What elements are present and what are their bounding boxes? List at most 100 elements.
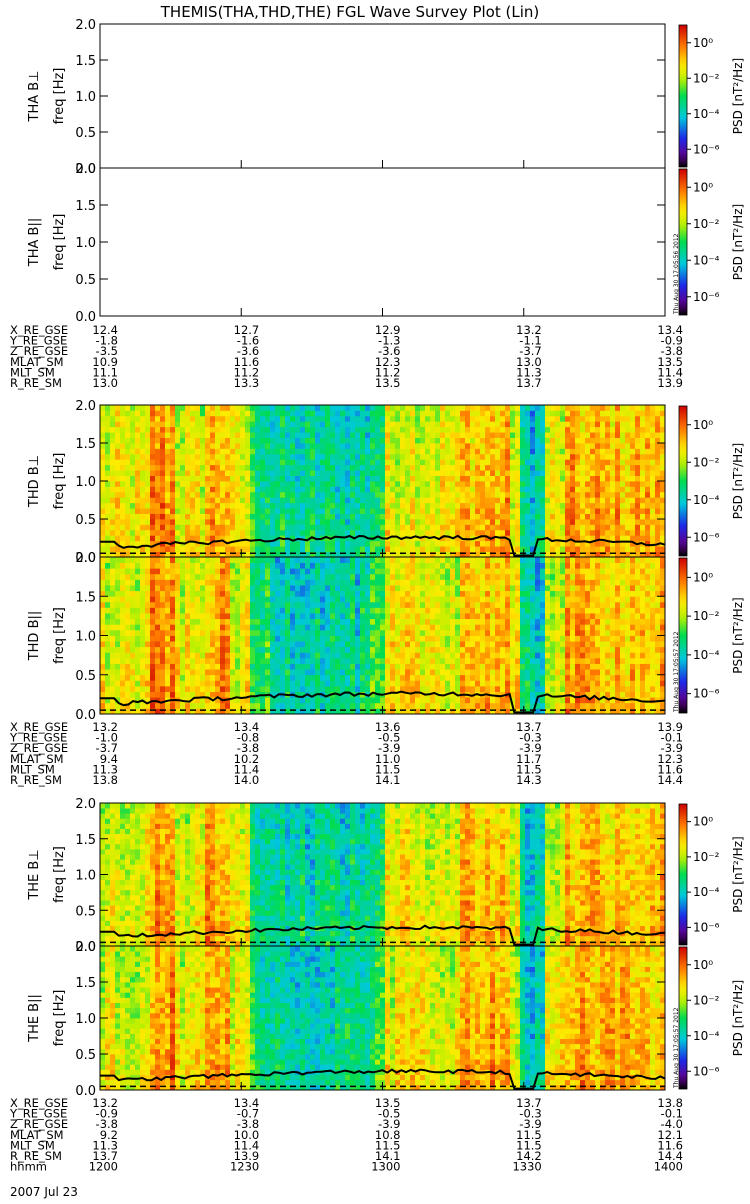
spectrogram-heatmap [100,946,665,1090]
ephemeris-row-label: R_RE_SM [10,773,62,787]
ephemeris-value: 13.3 [234,376,260,390]
colorbar-tick-label: 10⁻² [693,850,720,864]
colorbar-tick-label: 10⁻⁶ [693,530,720,544]
date-label: 2007 Jul 23 [10,1185,78,1199]
colorbar-label: PSD [nT²/Hz] [731,204,745,280]
colorbar-tick-label: 10⁻⁴ [693,648,720,662]
panel-frame [100,24,665,168]
y-tick-label: 1.5 [75,590,96,605]
ephemeris-value: 14.3 [516,773,542,787]
colorbar-label: PSD [nT²/Hz] [731,836,745,912]
y-tick-label: 1.5 [75,199,96,214]
spectrogram-heatmap [100,557,665,714]
colorbar-tick-label: 10⁻² [693,217,720,231]
y-tick-label: 1.0 [75,90,96,105]
y-tick-label: 1.0 [75,869,96,884]
panel-name-label: THA B⊥ [27,71,42,123]
colorbar-tick-label: 10⁻² [693,609,720,623]
figure-title: THEMIS(THA,THD,THE) FGL Wave Survey Plot… [160,3,539,21]
colorbar-gradient [679,25,687,167]
colorbar-tick-label: 10⁻⁶ [693,920,720,934]
y-tick-label: 2.0 [75,162,96,177]
colorbar: 10⁰ 10⁻² 10⁻⁴ 10⁻⁶ PSD [nT²/Hz] [679,804,745,945]
y-tick-label: 1.0 [75,1012,96,1027]
y-tick-label: 2.0 [75,940,96,955]
panel-frame [100,168,665,316]
y-tick-label: 0.5 [75,904,96,919]
panel-axis-label: freq [Hz] [52,846,67,903]
colorbar-label: PSD [nT²/Hz] [731,58,745,134]
panel-name-label: THD B|| [27,611,42,662]
y-tick-label: 1.0 [75,630,96,645]
ephemeris-value: 1200 [89,1160,118,1174]
colorbar-tick-label: 10⁻² [693,71,720,85]
y-tick-label: 0.5 [75,1048,96,1063]
ephemeris-value: 1330 [512,1160,541,1174]
colorbar-tick-label: 10⁰ [693,815,713,829]
colorbar-label: PSD [nT²/Hz] [731,597,745,673]
colorbar-label: PSD [nT²/Hz] [731,443,745,519]
ephemeris-value: 1300 [371,1160,400,1174]
y-tick-label: 1.0 [75,475,96,490]
timestamp-stamp: Thu Aug 30 17:05:57 2012 [673,631,680,713]
colorbar-tick-label: 10⁻² [693,455,720,469]
colorbar: 10⁰ 10⁻² 10⁻⁴ 10⁻⁶ PSD [nT²/Hz] [679,25,745,167]
y-tick-label: 2.0 [75,399,96,414]
colorbar-tick-label: 10⁰ [693,958,713,972]
colorbar-gradient [679,804,687,945]
y-tick-label: 2.0 [75,551,96,566]
panel-axis-label: freq [Hz] [52,990,67,1047]
ephemeris-row-label: hhmm [10,1160,47,1174]
colorbar-tick-label: 10⁻⁴ [693,885,720,899]
y-tick-label: 0.5 [75,273,96,288]
colorbar-tick-label: 10⁰ [693,570,713,584]
colorbar-tick-label: 10⁰ [693,36,713,50]
panel-axis-label: freq [Hz] [52,453,67,510]
colorbar-tick-label: 10⁻⁶ [693,1064,720,1078]
panel-name-label: THD B⊥ [27,455,42,508]
ephemeris-row-label: R_RE_SM [10,376,62,390]
ephemeris-value: 13.7 [516,376,542,390]
timestamp-stamp: Thu Aug 30 17:05:57 2012 [673,1007,680,1089]
ephemeris-value: 13.9 [657,376,683,390]
ephemeris-value: 13.8 [92,773,118,787]
colorbar-tick-label: 10⁻⁴ [693,493,720,507]
colorbar-label: PSD [nT²/Hz] [731,980,745,1056]
y-tick-label: 1.5 [75,833,96,848]
colorbar-tick-label: 10⁻⁴ [693,1029,720,1043]
y-tick-label: 0.5 [75,669,96,684]
colorbar-gradient [679,947,687,1089]
y-tick-label: 1.5 [75,437,96,452]
panel-name-label: THA B|| [27,218,42,267]
y-tick-label: 2.0 [75,797,96,812]
ephemeris-value: 13.5 [375,376,401,390]
colorbar-tick-label: 10⁻⁴ [693,107,720,121]
y-tick-label: 0.5 [75,126,96,141]
panel-axis-label: freq [Hz] [52,214,67,271]
colorbar-gradient [679,406,687,556]
ephemeris-value: 1230 [230,1160,259,1174]
ephemeris-value: 14.4 [657,773,683,787]
ephemeris-value: 14.0 [234,773,260,787]
spectrogram-heatmap [100,405,665,557]
colorbar-tick-label: 10⁻⁶ [693,142,720,156]
colorbar-tick-label: 10⁻⁶ [693,290,720,304]
y-tick-label: 2.0 [75,18,96,33]
y-tick-label: 1.0 [75,236,96,251]
colorbar-tick-label: 10⁰ [693,180,713,194]
